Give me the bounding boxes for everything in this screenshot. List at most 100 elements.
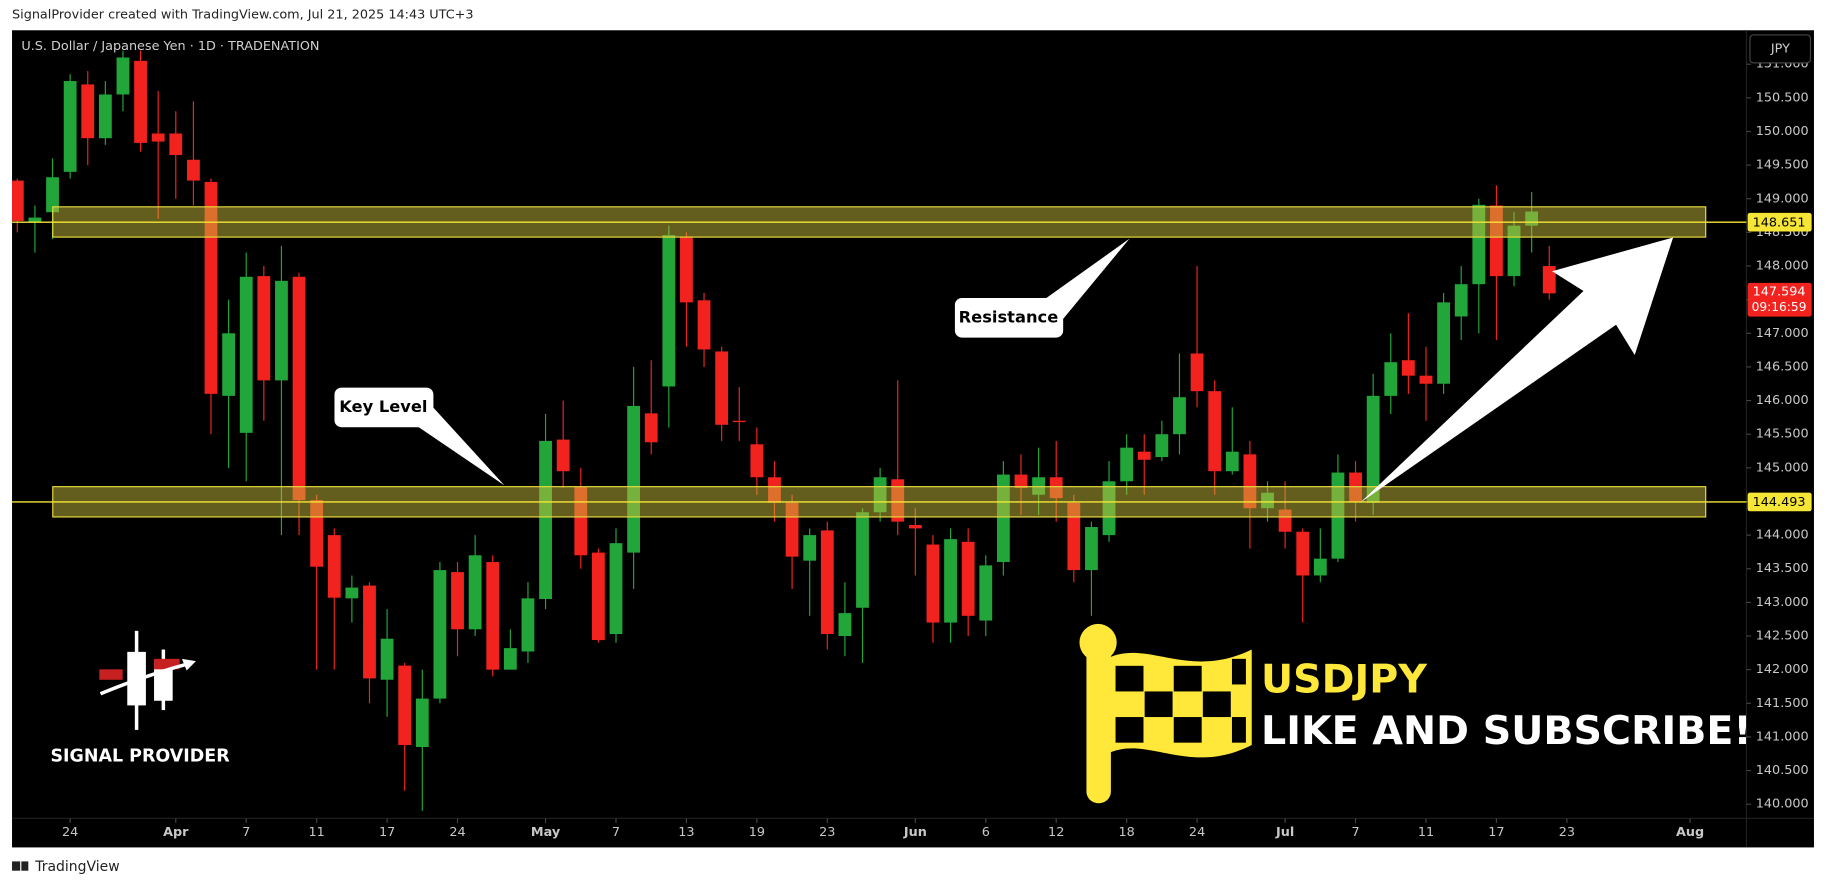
candle-body	[697, 300, 711, 350]
y-tick-label: 144.000	[1756, 528, 1809, 543]
x-tick-label: 13	[678, 825, 694, 840]
x-tick-label: 24	[62, 825, 78, 840]
x-tick-label: 6	[982, 825, 990, 840]
candle-body	[979, 565, 993, 621]
candle-body	[591, 552, 605, 641]
candle-body	[275, 280, 288, 381]
callout	[954, 297, 1064, 338]
candle-body	[609, 543, 623, 634]
callout-text: Resistance	[959, 307, 1059, 326]
candle-body	[820, 530, 834, 634]
x-tick-label: 24	[1189, 825, 1205, 840]
candle-body	[1137, 451, 1151, 460]
y-tick-label: 145.500	[1756, 427, 1809, 442]
candle-body	[1384, 362, 1398, 396]
candle-body	[28, 217, 42, 223]
chart-panel	[12, 30, 1814, 848]
level-tag-label: 144.493	[1753, 495, 1806, 510]
candle-body	[503, 648, 517, 670]
candle-body	[1190, 353, 1204, 392]
candle-body	[12, 180, 24, 221]
candle-body	[81, 84, 95, 139]
y-tick-label: 141.500	[1756, 696, 1809, 711]
candle-body	[1454, 284, 1468, 317]
candle-body	[1067, 502, 1081, 571]
y-tick-label: 150.000	[1756, 124, 1809, 139]
candle-body	[1296, 531, 1310, 576]
candle-body	[292, 276, 306, 501]
candle-body	[1014, 474, 1028, 489]
x-tick-label: May	[531, 825, 561, 840]
symbol: USDJPY	[1261, 657, 1428, 703]
candle-body	[415, 698, 429, 748]
cta: LIKE AND SUBSCRIBE!	[1261, 708, 1751, 754]
brand-name: SIGNAL PROVIDER	[50, 747, 230, 767]
candle-body	[803, 535, 817, 561]
candle-body	[944, 539, 957, 623]
y-tick-label: 148.000	[1756, 259, 1809, 274]
x-tick-label: 12	[1048, 825, 1064, 840]
candle-body	[398, 665, 412, 745]
candle-body	[680, 236, 693, 303]
y-tick-label: 140.000	[1756, 797, 1809, 812]
y-tick-label: 142.000	[1756, 662, 1809, 677]
x-tick-label: 24	[449, 825, 465, 840]
countdown: 09:16:59	[1752, 300, 1807, 314]
candle-body	[98, 94, 112, 139]
x-tick-label: Jul	[1275, 825, 1294, 840]
last-price-label: 147.594	[1753, 285, 1806, 300]
y-tick-label: 150.500	[1756, 90, 1809, 105]
candle-body	[750, 444, 764, 478]
currency[interactable]: JPY	[1770, 41, 1790, 56]
x-tick-label: 11	[309, 825, 325, 840]
y-tick-label: 146.000	[1756, 393, 1809, 408]
candle-body	[380, 638, 394, 680]
y-tick-label: 140.500	[1756, 763, 1809, 778]
x-tick-label: 17	[379, 825, 395, 840]
candle-body	[521, 598, 535, 652]
candle-body	[856, 512, 869, 608]
last-price-tag	[1747, 282, 1812, 317]
candle-body	[1542, 266, 1556, 294]
candle-body	[363, 585, 376, 679]
candle-body	[63, 81, 77, 172]
arrow	[1359, 237, 1674, 503]
candle-body	[451, 572, 464, 630]
level-tag	[1747, 492, 1812, 512]
candle-body	[46, 177, 59, 213]
x-tick-label: 7	[612, 825, 620, 840]
x-tick-label: 7	[1351, 825, 1359, 840]
candle-body	[151, 133, 165, 142]
candle-body	[1155, 434, 1169, 458]
candle-body	[1366, 395, 1380, 503]
x-tick-label: 23	[1559, 825, 1575, 840]
candle-body	[715, 351, 729, 425]
candle-body	[961, 541, 975, 616]
candle-body	[644, 413, 658, 443]
candle-body	[327, 535, 341, 598]
y-tick-label: 146.500	[1756, 359, 1809, 374]
currency-box[interactable]	[1749, 34, 1812, 64]
header: SignalProvider created with TradingView.…	[12, 8, 474, 23]
candle-body	[345, 587, 359, 599]
candle-body	[1085, 527, 1098, 571]
x-tick-label: 23	[819, 825, 835, 840]
candle-body	[134, 60, 147, 143]
candle-body	[1437, 302, 1450, 384]
candle-body	[239, 276, 253, 433]
footer: TradingView	[34, 859, 119, 875]
x-tick-label: Aug	[1676, 825, 1704, 840]
callout-pointer	[410, 405, 505, 486]
candle-body	[1225, 451, 1239, 472]
candle-body	[556, 439, 570, 472]
candle-body	[468, 555, 482, 630]
candle-body	[1507, 225, 1521, 277]
candle-body	[926, 544, 940, 623]
x-tick-label: 7	[242, 825, 250, 840]
candle-body	[257, 276, 271, 381]
x-tick-label: 19	[749, 825, 765, 840]
x-tick-label: 17	[1488, 825, 1504, 840]
candle-body	[1120, 447, 1134, 482]
x-tick-label: 11	[1418, 825, 1434, 840]
